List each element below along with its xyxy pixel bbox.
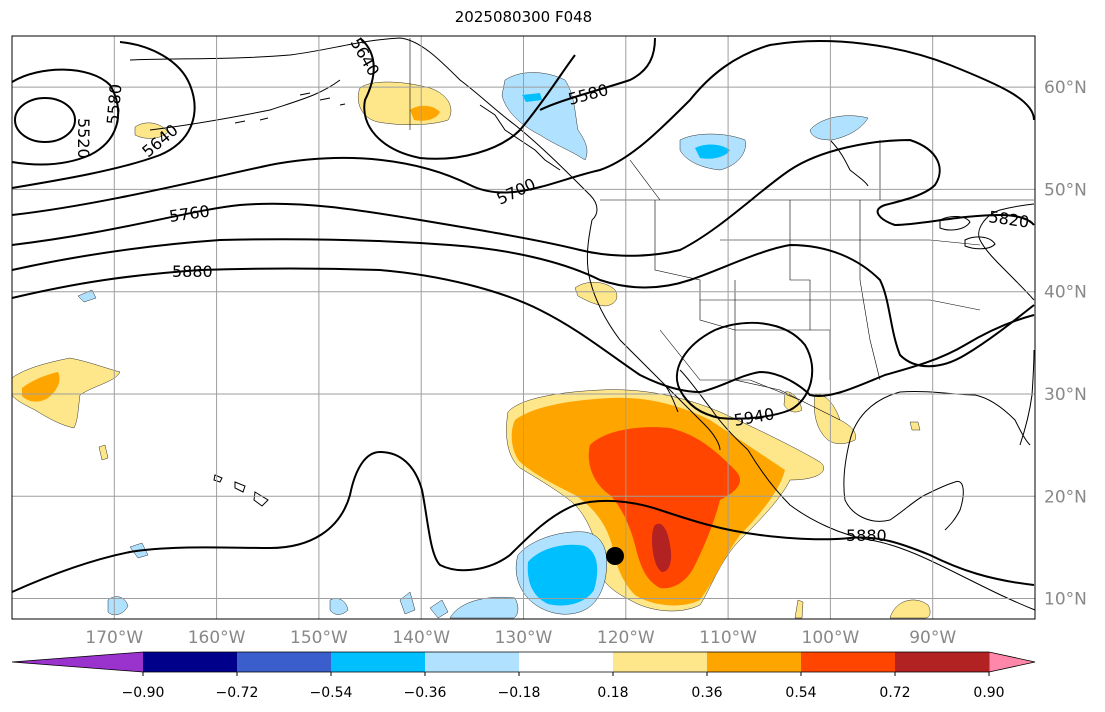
latitude-tick-label: 20°N <box>1044 487 1087 507</box>
political-boundaries <box>409 38 1034 421</box>
gridlines <box>12 36 1035 619</box>
colorbar-tick-label: −0.36 <box>404 685 447 701</box>
colorbar-swatch <box>801 652 896 672</box>
height-contours <box>11 37 1035 593</box>
colorbar-swatch <box>331 652 426 672</box>
storm-position-marker <box>606 547 624 565</box>
colorbar-tick-label: −0.72 <box>216 685 259 701</box>
contour-label: 5700 <box>494 174 539 208</box>
colorbar-tick-label: −0.90 <box>122 685 165 701</box>
latitude-tick-labels: 10°N 20°N 30°N 40°N 50°N 60°N <box>1044 78 1087 609</box>
anomaly-0.72-region <box>652 523 672 572</box>
colorbar-swatch <box>895 652 990 672</box>
longitude-tick-label: 160°W <box>188 628 246 648</box>
contour-label: 5520 <box>74 118 93 159</box>
longitude-tick-label: 130°W <box>495 628 553 648</box>
latitude-tick-label: 40°N <box>1044 283 1087 303</box>
longitude-tick-label: 100°W <box>802 628 860 648</box>
longitude-tick-label: 140°W <box>392 628 450 648</box>
colorbar-tick-label: 0.72 <box>879 685 910 701</box>
contour-5820 <box>11 238 1035 368</box>
colorbar-extend-high <box>989 652 1035 672</box>
contour-label: 5820 <box>987 207 1030 231</box>
longitude-tick-labels: 170°W 160°W 150°W 140°W 130°W 120°W 110°W 100°W… <box>85 628 956 648</box>
colorbar: −0.90 −0.72 −0.54 −0.36 −0.18 0.18 0.36 0.54 0.7… <box>11 651 1036 701</box>
colorbar-tick-label: 0.90 <box>973 685 1004 701</box>
colorbar-swatch <box>237 652 332 672</box>
colorbar-swatch <box>425 652 520 672</box>
longitude-tick-label: 120°W <box>597 628 655 648</box>
contour-5580-west <box>11 68 120 166</box>
map-title: 2025080300 F048 <box>454 8 593 26</box>
longitude-tick-label: 110°W <box>699 628 757 648</box>
longitude-tick-label: 150°W <box>290 628 348 648</box>
coastlines <box>129 37 1036 611</box>
contour-5880 <box>11 267 1035 397</box>
longitude-tick-label: 170°W <box>85 628 143 648</box>
latitude-tick-label: 10°N <box>1044 590 1087 610</box>
anomaly-0.54-region <box>588 427 740 589</box>
contour-5640-west <box>11 41 196 189</box>
colorbar-swatch <box>519 652 614 672</box>
contour-label: 5760 <box>168 201 211 225</box>
colorbar-extend-low <box>12 652 143 672</box>
contour-label: 5580 <box>103 83 125 125</box>
contour-label: 5880 <box>172 262 213 281</box>
positive-anomaly-shading <box>11 81 931 619</box>
contour-5640-alaska <box>359 37 576 160</box>
contour-label: 5580 <box>566 80 610 109</box>
latitude-tick-label: 50°N <box>1044 180 1087 200</box>
contour-5520 <box>14 97 76 143</box>
colorbar-tick-label: 0.18 <box>597 685 628 701</box>
anomaly-neg-0.18-region <box>501 72 588 161</box>
colorbar-tick-label: 0.36 <box>691 685 722 701</box>
colorbar-swatch <box>143 652 238 672</box>
colorbar-tick-label: −0.54 <box>310 685 353 701</box>
contour-label: 5880 <box>846 526 887 545</box>
contour-label: 5940 <box>732 404 775 430</box>
contour-5760 <box>11 138 1035 257</box>
colorbar-swatch <box>613 652 708 672</box>
colorbar-swatch <box>707 652 802 672</box>
contour-5880-south <box>11 450 1035 593</box>
map-frame <box>11 35 1036 620</box>
contour-label: 5640 <box>347 35 384 80</box>
latitude-tick-label: 60°N <box>1044 78 1087 98</box>
contour-5940 <box>675 321 814 420</box>
latitude-tick-label: 30°N <box>1044 385 1087 405</box>
colorbar-tick-label: 0.54 <box>785 685 816 701</box>
contour-5700 <box>11 40 1035 216</box>
colorbar-tick-label: −0.18 <box>498 685 541 701</box>
longitude-tick-label: 90°W <box>909 628 956 648</box>
contour-5580-bc <box>539 37 656 111</box>
